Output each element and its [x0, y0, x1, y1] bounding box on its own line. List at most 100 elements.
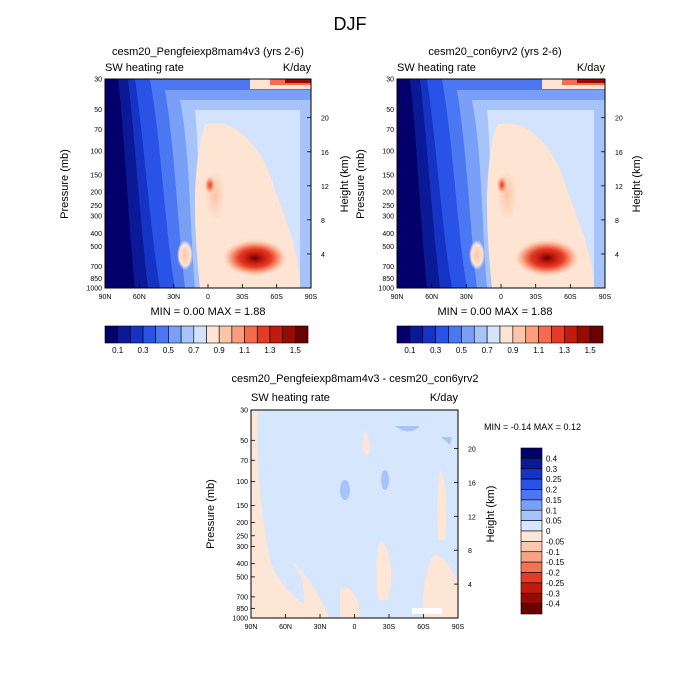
- colorbar-swatch: [520, 489, 543, 501]
- panel-2-pressure-tick-label: 50: [386, 107, 394, 114]
- colorbar-swatch: [422, 325, 436, 344]
- panel-3-pressure-tick-label: 400: [236, 561, 248, 568]
- panel-1-axes: 30 50 70 100 150 200 250 300 400 500 700 850 1000 20 1…: [86, 77, 328, 302]
- panel-1-units-label: K/day: [283, 62, 312, 74]
- panel-1-pressure-tick-label: 500: [90, 244, 102, 251]
- panel-2-axes: 30 50 70 100 150 200 250 300 400 500 700 850 1000 20 1…: [378, 77, 622, 302]
- colorbar-swatch: [396, 325, 411, 344]
- panel-1-height-tick-label: 16: [321, 150, 329, 157]
- colorbar-panel-2: 0.1 0.3 0.5 0.7 0.9 1.1 1.3 1.5: [396, 325, 604, 355]
- colorbar-label: 1.5: [290, 346, 302, 355]
- panel-1-pressure-tick-label: 700: [90, 264, 102, 271]
- colorbar-swatch: [461, 325, 475, 344]
- panel-3-lat-tick-label: 60N: [279, 624, 292, 631]
- colorbar-label: 0.4: [546, 454, 558, 463]
- panel-3: cesm20_Pengfeiexp8mam4v3 - cesm20_con6yr…: [205, 373, 581, 631]
- panel-2-pressure-tick-label: 250: [382, 203, 394, 210]
- panel-3-height-tick-label: 4: [468, 582, 472, 589]
- panel-3-height-tick-label: 8: [468, 548, 472, 555]
- panel-2-pressure-tick-label: 850: [382, 276, 394, 283]
- panel-1-pressure-tick-label: 300: [90, 214, 102, 221]
- panel-1-lat-tick-label: 60N: [133, 294, 146, 301]
- colorbar-swatch: [295, 325, 309, 344]
- colorbar-swatch: [525, 325, 539, 344]
- colorbar-swatch: [551, 325, 565, 344]
- panel-1-height-tick-label: 8: [321, 218, 325, 225]
- panel-1-pressure-tick-label: 100: [90, 148, 102, 155]
- colorbar-label: 1.5: [585, 346, 597, 355]
- colorbar-label: -0.2: [546, 569, 560, 578]
- colorbar-swatch: [520, 603, 543, 615]
- panel-1-pressure-tick-label: 400: [90, 231, 102, 238]
- colorbar-swatch: [142, 325, 157, 344]
- colorbar-swatch: [512, 325, 527, 344]
- panel-3-pressure-tick-label: 50: [240, 438, 248, 445]
- panel-2: cesm20_con6yrv2 (yrs 2-6) SW heating rat…: [355, 46, 643, 318]
- colorbar-label: 0.5: [163, 346, 175, 355]
- colorbar-label: 0.9: [214, 346, 226, 355]
- colorbar-swatch: [589, 325, 604, 344]
- colorbar-label: 0.25: [546, 475, 562, 484]
- colorbar-swatch: [206, 325, 220, 344]
- colorbar-label: -0.3: [546, 589, 560, 598]
- colorbar-swatch: [564, 325, 578, 344]
- colorbar-swatch: [576, 325, 591, 344]
- colorbar-swatch: [282, 325, 296, 344]
- panel-1-pressure-tick-label: 200: [90, 190, 102, 197]
- colorbar-label: 0.3: [138, 346, 150, 355]
- colorbar-swatch: [448, 325, 462, 344]
- panel-3-pressure-tick-label: 850: [236, 606, 248, 613]
- panel-1-lat-tick-label: 30N: [167, 294, 180, 301]
- panel-1-pressure-tick-label: 30: [94, 77, 102, 84]
- colorbar-label: -0.05: [546, 537, 565, 546]
- colorbar-swatch: [193, 325, 207, 344]
- panel-2-y-axis-label: Pressure (mb): [355, 149, 367, 219]
- colorbar-swatch: [520, 478, 543, 490]
- panel-2-lat-tick-label: 60S: [564, 294, 577, 301]
- panel-2-height-tick-label: 16: [615, 150, 623, 157]
- page-title: DJF: [334, 14, 367, 34]
- colorbar-swatch: [244, 325, 258, 344]
- panel-3-pressure-tick-label: 200: [236, 520, 248, 527]
- panel-1-pressure-tick-label: 50: [94, 107, 102, 114]
- panel-3-height-tick-label: 12: [468, 514, 476, 521]
- colorbar-label: 0.3: [430, 346, 442, 355]
- panel-1-heatmap: [105, 79, 311, 288]
- colorbar-swatch: [499, 325, 514, 344]
- panel-2-lat-tick-label: 30S: [529, 294, 542, 301]
- colorbar-swatch: [104, 325, 118, 344]
- colorbar-label: -0.4: [546, 600, 560, 609]
- colorbar-swatch: [520, 520, 543, 532]
- colorbar-swatch: [486, 325, 501, 344]
- panel-2-pressure-tick-label: 200: [382, 190, 394, 197]
- colorbar-swatch: [520, 530, 543, 542]
- panel-3-pressure-tick-label: 300: [236, 544, 248, 551]
- colorbar-label: -0.15: [546, 558, 565, 567]
- panel-3-y2-axis-label: Height (km): [485, 486, 497, 543]
- colorbar-label: 1.1: [239, 346, 251, 355]
- panel-3-lat-tick-label: 60S: [417, 624, 430, 631]
- panel-2-units-label: K/day: [577, 62, 606, 74]
- panel-3-pressure-tick-label: 500: [236, 574, 248, 581]
- panel-2-pressure-tick-label: 100: [382, 148, 394, 155]
- colorbar-swatch: [520, 509, 543, 521]
- panel-1-height-tick-label: 20: [321, 116, 329, 123]
- colorbar-swatch: [538, 325, 552, 344]
- panel-3-y-axis-label: Pressure (mb): [205, 479, 217, 549]
- colorbar-label: 0.05: [546, 517, 562, 526]
- panel-3-pressure-tick-label: 1000: [232, 616, 248, 623]
- panel-2-pressure-tick-label: 400: [382, 231, 394, 238]
- panel-2-variable-label: SW heating rate: [397, 62, 476, 74]
- colorbar-label: 0.1: [546, 506, 558, 515]
- panel-3-height-tick-label: 20: [468, 447, 476, 454]
- panel-1-lat-tick-label: 60S: [270, 294, 283, 301]
- colorbar-swatch: [130, 325, 144, 344]
- panel-3-pressure-tick-label: 250: [236, 533, 248, 540]
- colorbar-label: -0.25: [546, 579, 565, 588]
- panel-3-lat-tick-label: 90N: [245, 624, 258, 631]
- panel-3-axes: 30 50 70 100 150 200 250 300 400 500 700 850 1000 20 1…: [232, 408, 475, 632]
- panel-3-lat-tick-label: 30N: [314, 624, 327, 631]
- panel-1-pressure-tick-label: 150: [90, 172, 102, 179]
- colorbar-swatch: [520, 561, 543, 573]
